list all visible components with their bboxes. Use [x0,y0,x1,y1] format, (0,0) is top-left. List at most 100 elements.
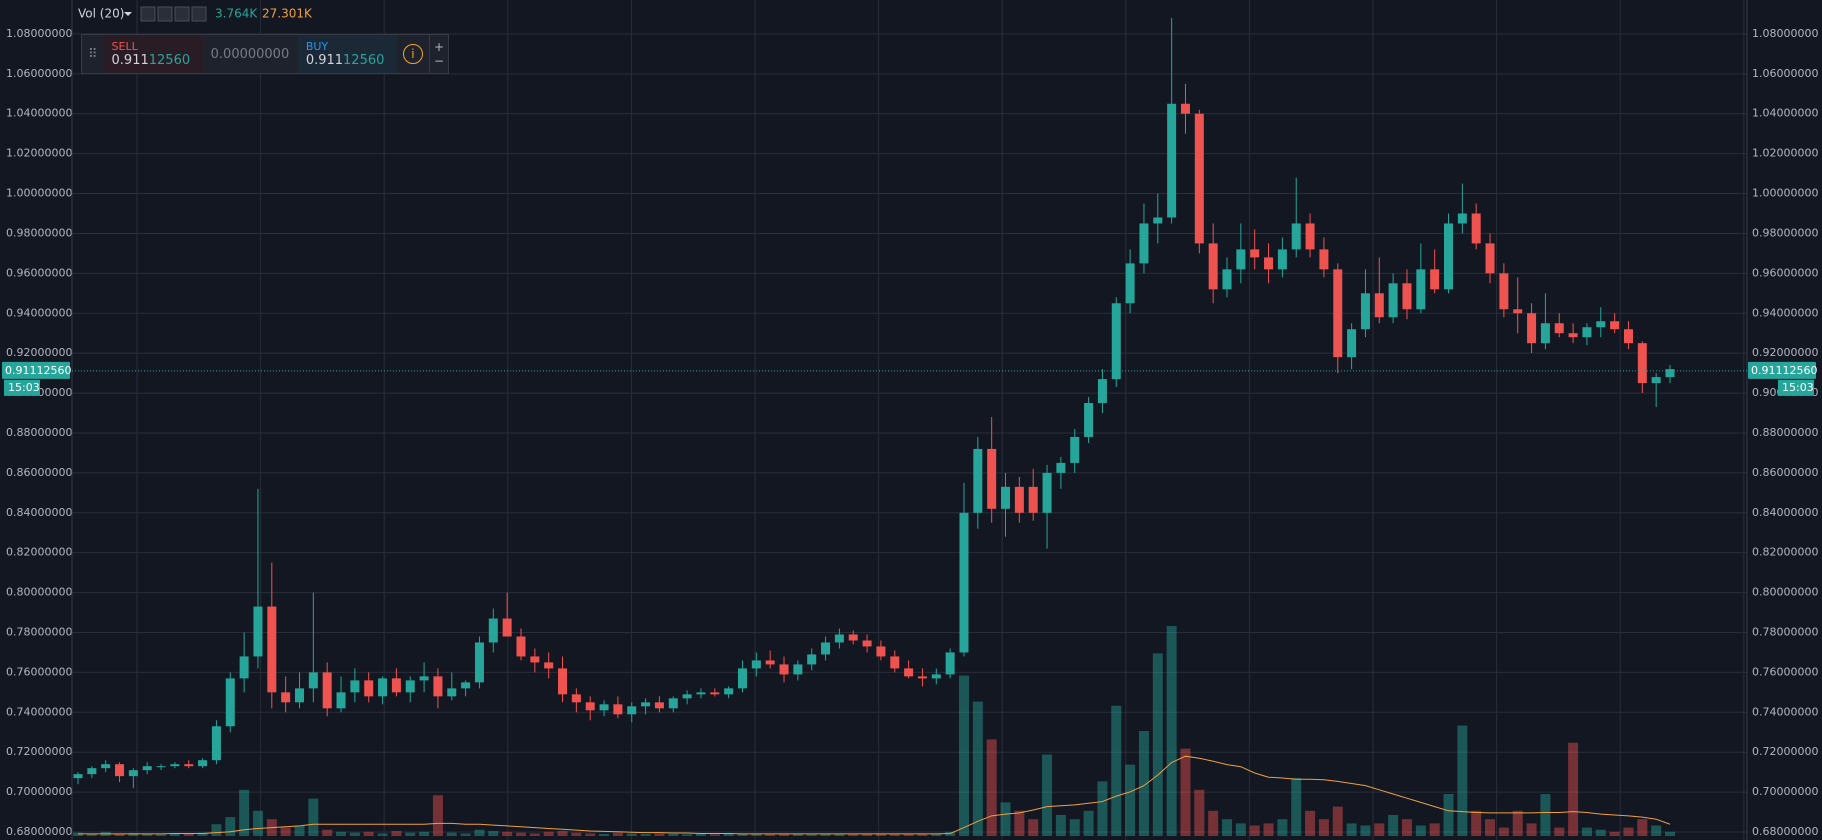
volume-bar [419,831,430,836]
candle-body [239,656,249,679]
volume-bar [1125,764,1136,836]
toolbar-icon[interactable] [140,6,156,22]
candle-body [724,688,734,695]
candle-body [502,618,512,637]
volume-bar [723,833,734,836]
candle-body [1527,313,1537,344]
y-tick-label: 0.68000000 [6,825,72,838]
candle-body [1540,323,1550,344]
candle-body [1402,283,1412,310]
volume-bar [336,831,347,836]
y-tick-label-right: 1.00000000 [1752,187,1818,200]
volume-bar [197,832,208,836]
volume-bar [1360,825,1371,836]
candle-body [1222,269,1232,290]
spread: 0.00000000 [210,46,290,62]
volume-bar [1291,778,1302,836]
volume-bar [488,830,499,836]
volume-bar [211,824,222,836]
volume-ma-line [78,755,1671,835]
volume-bar [280,827,291,836]
volume-bar [1568,742,1579,836]
candle-body [378,678,388,697]
toolbar-icon[interactable] [191,6,207,22]
y-tick-label: 1.06000000 [6,67,72,80]
volume-bar [460,833,471,836]
volume-bar [1485,819,1496,836]
candle-body [1360,293,1370,330]
y-tick-label: 0.78000000 [6,625,72,638]
volume-bar [1318,819,1329,836]
candle-body [1623,329,1633,344]
volume-bar [1042,754,1053,836]
volume-bar [239,789,250,836]
volume-bar [682,834,693,836]
candle-body [945,652,955,675]
volume-bar [1415,825,1426,836]
candle-body [128,770,138,777]
y-tick-label: 0.84000000 [6,506,72,519]
volume-bar [792,833,803,836]
toolbar-icon[interactable] [174,6,190,22]
volume-bar [322,829,333,836]
candle-body [1291,223,1301,250]
candle-body [405,680,415,693]
volume-bar [612,832,623,836]
candle-body [156,766,166,768]
candle-body [1194,113,1204,244]
sell-button[interactable]: SELL 0.91112560 [103,35,203,73]
y-tick-label-right: 0.76000000 [1752,665,1818,678]
last-price-label: 0.91112560 [1751,364,1817,377]
volume-bar [1526,823,1537,836]
y-tick-label-right: 1.04000000 [1752,107,1818,120]
candle-body [1457,213,1467,224]
candle-body [613,704,623,715]
volume-bar [474,829,485,836]
y-tick-label-right: 0.82000000 [1752,546,1818,559]
toolbar-icon[interactable] [157,6,173,22]
candle-body [488,618,498,643]
candle-body [474,642,484,683]
volume-bar [640,833,651,836]
volume-bar [1138,731,1149,836]
volume-bar [169,833,180,836]
candle-body [433,676,443,697]
candle-body [115,764,125,777]
info-icon[interactable]: i [397,35,429,73]
sell-major: 0.911 [111,53,149,68]
candle-body [710,692,720,695]
y-tick-label: 1.08000000 [6,27,72,40]
buy-major: 0.911 [305,53,344,68]
volume-bar [695,833,706,836]
volume-bar [1180,748,1191,836]
volume-bar [1429,823,1440,836]
candle-body [267,606,277,693]
volume-bar [1000,802,1011,836]
candle-body [1236,249,1246,270]
volume-bar [1014,810,1025,836]
plus-button[interactable]: + [433,40,444,54]
minus-button[interactable]: − [433,54,444,68]
candle-body [987,448,997,509]
volume-bar [1111,705,1122,836]
volume-bar [142,833,153,836]
candle-body [862,640,872,647]
candle-body [336,692,346,709]
volume-bar [557,830,568,836]
candle-body [1582,327,1592,338]
volume-bar [875,833,886,836]
volume-bar [1637,819,1648,836]
candle-body [779,664,789,675]
volume-bar [543,831,554,836]
volume-bar [1235,823,1246,836]
volume-bar [294,825,305,836]
volume-bar [917,834,928,836]
candle-body [834,634,844,643]
buy-button[interactable]: BUY 0.91112560 [297,35,397,73]
candle-body [1056,462,1066,473]
volume-bar [432,795,443,836]
buy-minor: 12560 [343,53,385,68]
volume-bar [1540,794,1551,836]
